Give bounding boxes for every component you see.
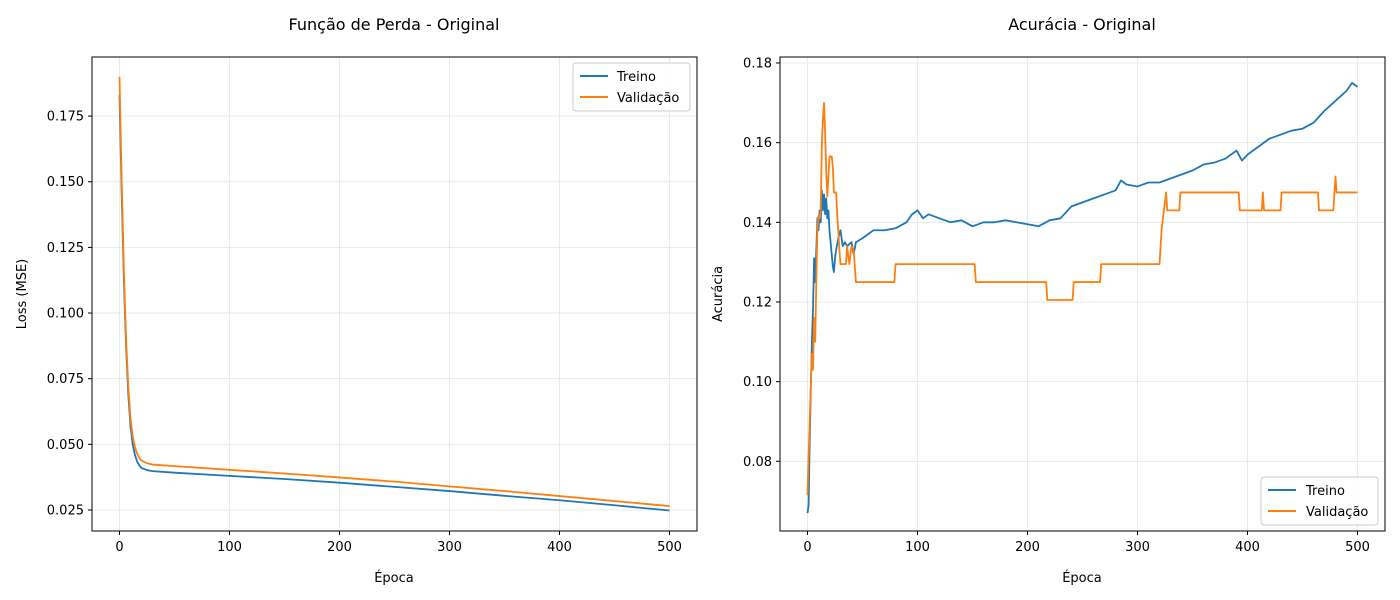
x-tick-label: 0	[803, 540, 811, 555]
grid	[780, 57, 1385, 531]
x-tick-label: 100	[217, 540, 242, 555]
legend: Treino Validação	[1260, 476, 1379, 526]
y-axis-label: Acurácia	[711, 266, 726, 322]
series-line-validacao	[806, 101, 1358, 496]
x-axis-label: Época	[1062, 570, 1102, 586]
y-tick-label: 0.18	[743, 56, 772, 71]
y-tick-label: 0.175	[47, 110, 84, 125]
y-tick-label: 0.025	[47, 503, 84, 518]
y-tick-label: 0.050	[47, 438, 84, 453]
plot-frame	[91, 56, 698, 532]
x-axis-label: Época	[374, 570, 414, 586]
x-tick-label: 500	[1345, 540, 1370, 555]
legend-label-validacao: Validação	[1306, 505, 1368, 520]
lines	[806, 81, 1359, 514]
y-tick-label: 0.08	[743, 455, 772, 470]
legend-label-validacao: Validação	[617, 91, 679, 106]
x-tick-label: 200	[1015, 540, 1040, 555]
y-tick-label: 0.12	[743, 295, 772, 310]
y-tick-label: 0.16	[743, 136, 772, 151]
series-line-treino	[806, 81, 1359, 514]
y-tick-label: 0.125	[47, 241, 84, 256]
plot-frame	[779, 56, 1386, 532]
series-line-validacao	[118, 76, 670, 507]
lines	[118, 76, 670, 512]
y-ticks: 0.08 0.10 0.12 0.14 0.16 0.18	[743, 56, 780, 470]
legend-label-treino: Treino	[1305, 484, 1345, 499]
x-tick-label: 500	[657, 540, 682, 555]
chart-title: Acurácia - Original	[1008, 15, 1156, 34]
x-ticks: 0 100 200 300 400 500	[803, 531, 1370, 555]
x-ticks: 0 100 200 300 400 500	[115, 531, 682, 555]
y-ticks: 0.025 0.050 0.075 0.100 0.125 0.150 0.175	[47, 110, 92, 518]
chart-title: Função de Perda - Original	[289, 15, 500, 34]
x-tick-label: 400	[547, 540, 572, 555]
y-tick-label: 0.10	[743, 375, 772, 390]
y-tick-label: 0.075	[47, 372, 84, 387]
x-tick-label: 100	[905, 540, 930, 555]
y-axis-label: Loss (MSE)	[15, 259, 30, 329]
x-tick-label: 0	[115, 540, 123, 555]
x-tick-label: 200	[327, 540, 352, 555]
grid	[92, 57, 697, 531]
legend-label-treino: Treino	[616, 70, 656, 85]
x-tick-label: 400	[1235, 540, 1260, 555]
x-tick-label: 300	[1125, 540, 1150, 555]
y-tick-label: 0.150	[47, 175, 84, 190]
x-tick-label: 300	[437, 540, 462, 555]
y-tick-label: 0.14	[743, 216, 772, 231]
legend: Treino Validação	[572, 62, 691, 112]
accuracy-chart: Acurácia - Original 0 100 200 300 400 500 0.0…	[711, 15, 1386, 586]
loss-chart: Função de Perda - Original 0 100 200 300 400…	[15, 15, 698, 586]
y-tick-label: 0.100	[47, 307, 84, 322]
